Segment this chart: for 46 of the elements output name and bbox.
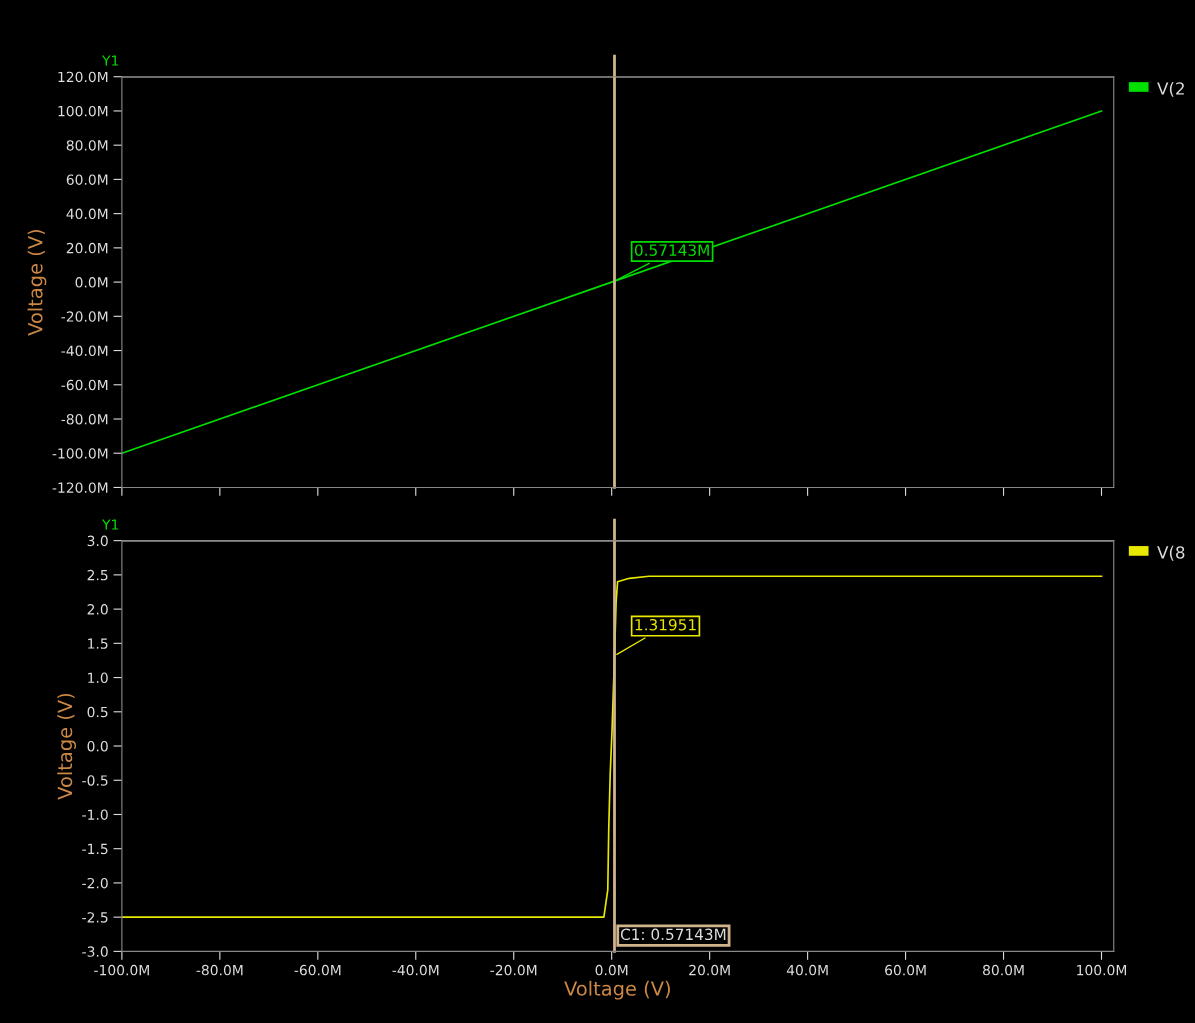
x-tick-label: 100.0M: [1077, 964, 1127, 976]
text: Y1: [102, 55, 119, 66]
x-tick-label: -40.0M: [392, 964, 439, 976]
y-tick-label: 1.5: [88, 638, 108, 649]
y-tick-label: 100.0M: [58, 105, 108, 117]
ref-line-label: C1: 0.57143M: [620, 928, 726, 941]
y-axis-title: Voltage (V): [57, 693, 77, 800]
x-tick-label: -80.0M: [196, 964, 243, 976]
y-tick-label: -120.0M: [52, 482, 108, 493]
y-tick-label: -3.0: [82, 946, 108, 957]
y-tick-label: 0.0: [87, 740, 108, 752]
y-tick-label: -100.0M: [52, 448, 108, 459]
y-tick-label: 0.5: [87, 706, 108, 718]
y-tick-label: -2.5: [82, 912, 108, 923]
y-tick-label: 3.0: [87, 535, 108, 547]
y-tick-label: 40.0M: [66, 208, 108, 220]
annotation: 0.57143M: [634, 244, 709, 256]
x-tick-label: -20.0M: [490, 964, 537, 976]
y-tick-label: -20.0M: [61, 311, 108, 322]
y-tick-label: 2.0: [87, 604, 108, 615]
x-tick-label: 0.0M: [595, 964, 628, 976]
y-tick-label: -40.0M: [61, 345, 108, 357]
y-tick-label: -0.5: [82, 775, 108, 786]
x-axis-title: Voltage (V): [564, 980, 670, 1000]
y-tick-label: 0.0M: [75, 277, 108, 288]
legend-label: V(2: [1157, 81, 1184, 97]
y-tick-label: 1.0: [88, 672, 108, 684]
y-tick-label: -60.0M: [61, 379, 108, 391]
x-tick-label: 20.0M: [689, 964, 730, 976]
x-tick-label: -60.0M: [294, 964, 341, 976]
text: Y1: [102, 519, 119, 530]
y-tick-label: 20.0M: [66, 242, 108, 254]
y-tick-label: -2.0: [82, 877, 108, 889]
legend-label: V(8: [1157, 545, 1185, 561]
y-tick-label: 120.0M: [58, 71, 108, 83]
x-tick-label: 80.0M: [983, 964, 1024, 976]
y-tick-label: -1.0: [82, 809, 108, 820]
y-tick-label: 80.0M: [66, 140, 108, 151]
x-tick-label: 40.0M: [786, 964, 828, 976]
y-tick-label: -1.5: [82, 843, 108, 855]
y-tick-label: 2.5: [87, 569, 108, 581]
y-axis-title: Voltage (V): [27, 229, 47, 336]
x-tick-label: 60.0M: [885, 964, 926, 976]
y-tick-label: 60.0M: [66, 174, 108, 185]
annotation: 1.31951: [635, 618, 696, 631]
y-tick-label: -80.0M: [61, 413, 108, 425]
